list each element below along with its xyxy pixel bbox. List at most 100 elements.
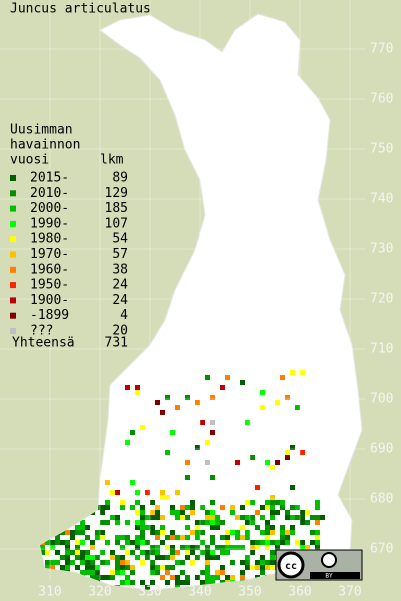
- observation-cell: [115, 565, 120, 570]
- observation-cell: [115, 540, 120, 545]
- observation-cell: [175, 405, 180, 410]
- total-count: 731: [105, 336, 128, 351]
- observation-cell: [175, 575, 180, 580]
- observation-cell: [85, 565, 90, 570]
- observation-cell: [155, 510, 160, 515]
- observation-cell: [160, 540, 165, 545]
- observation-cell: [190, 550, 195, 555]
- observation-cell: [265, 520, 270, 525]
- observation-cell: [175, 535, 180, 540]
- observation-cell: [220, 520, 225, 525]
- observation-cell: [85, 535, 90, 540]
- observation-cell: [120, 560, 125, 565]
- legend-swatch: [10, 220, 16, 227]
- observation-cell: [170, 535, 175, 540]
- observation-cell: [225, 375, 230, 380]
- observation-cell: [290, 485, 295, 490]
- observation-cell: [210, 395, 215, 400]
- observation-cell: [165, 580, 170, 585]
- legend-label: ???: [30, 324, 53, 339]
- observation-cell: [250, 545, 255, 550]
- observation-cell: [265, 560, 270, 565]
- observation-cell: [270, 500, 275, 505]
- observation-cell: [280, 535, 285, 540]
- observation-cell: [205, 460, 210, 465]
- legend-count: 89: [112, 171, 128, 186]
- observation-cell: [220, 385, 225, 390]
- observation-cell: [280, 500, 285, 505]
- observation-cell: [210, 555, 215, 560]
- observation-cell: [200, 505, 205, 510]
- observation-cell: [290, 445, 295, 450]
- observation-cell: [205, 550, 210, 555]
- observation-cell: [205, 565, 210, 570]
- observation-cell: [155, 565, 160, 570]
- x-tick-label: 340: [188, 585, 211, 600]
- observation-cell: [115, 560, 120, 565]
- observation-cell: [140, 510, 145, 515]
- observation-cell: [45, 560, 50, 565]
- observation-cell: [310, 530, 315, 535]
- legend-count: 24: [112, 293, 128, 308]
- observation-cell: [75, 525, 80, 530]
- observation-cell: [140, 535, 145, 540]
- observation-cell: [50, 545, 55, 550]
- observation-cell: [45, 565, 50, 570]
- observation-cell: [170, 505, 175, 510]
- observation-cell: [125, 560, 130, 565]
- observation-cell: [245, 520, 250, 525]
- observation-cell: [70, 530, 75, 535]
- observation-cell: [220, 570, 225, 575]
- observation-cell: [160, 490, 165, 495]
- observation-cell: [150, 550, 155, 555]
- observation-cell: [125, 520, 130, 525]
- observation-cell: [80, 540, 85, 545]
- observation-cell: [145, 585, 150, 590]
- observation-cell: [150, 525, 155, 530]
- observation-cell: [245, 500, 250, 505]
- observation-cell: [220, 565, 225, 570]
- observation-cell: [280, 375, 285, 380]
- observation-cell: [155, 505, 160, 510]
- observation-cell: [160, 515, 165, 520]
- observation-cell: [135, 490, 140, 495]
- observation-cell: [245, 420, 250, 425]
- observation-cell: [105, 500, 110, 505]
- observation-cell: [110, 575, 115, 580]
- observation-cell: [195, 400, 200, 405]
- observation-cell: [165, 495, 170, 500]
- observation-cell: [100, 535, 105, 540]
- observation-cell: [70, 535, 75, 540]
- legend-count: 107: [105, 216, 128, 231]
- observation-cell: [100, 505, 105, 510]
- observation-cell: [280, 530, 285, 535]
- observation-cell: [195, 530, 200, 535]
- legend-label: 1950-: [30, 278, 69, 293]
- observation-cell: [130, 480, 135, 485]
- observation-cell: [260, 540, 265, 545]
- badge-strip: [310, 572, 360, 579]
- observation-cell: [250, 565, 255, 570]
- observation-cell: [195, 535, 200, 540]
- observation-cell: [205, 570, 210, 575]
- cc-text: cc: [285, 561, 297, 572]
- observation-cell: [215, 525, 220, 530]
- observation-cell: [275, 510, 280, 515]
- observation-cell: [155, 400, 160, 405]
- observation-cell: [270, 560, 275, 565]
- x-tick-label: 330: [138, 585, 161, 600]
- observation-cell: [230, 575, 235, 580]
- legend-count: 57: [112, 247, 128, 262]
- observation-cell: [210, 515, 215, 520]
- observation-cell: [215, 515, 220, 520]
- observation-cell: [120, 500, 125, 505]
- observation-cell: [235, 515, 240, 520]
- observation-cell: [270, 505, 275, 510]
- observation-cell: [170, 545, 175, 550]
- observation-cell: [90, 565, 95, 570]
- observation-cell: [265, 460, 270, 465]
- observation-cell: [300, 450, 305, 455]
- observation-cell: [150, 565, 155, 570]
- observation-cell: [65, 545, 70, 550]
- observation-cell: [165, 555, 170, 560]
